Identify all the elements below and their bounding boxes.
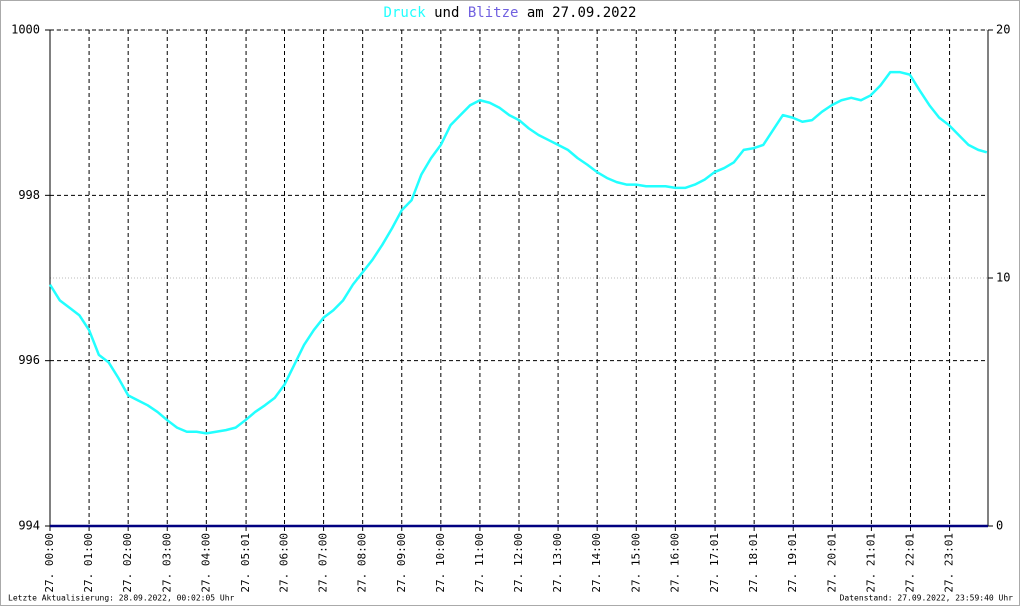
data-line (48, 70, 988, 435)
x-tick-label: 27. 22:01 (903, 533, 916, 593)
title-part: Druck (384, 5, 427, 21)
chart-title: Druck und Blitze am 27.09.2022 (384, 5, 637, 21)
x-tick-label: 27. 02:00 (121, 533, 134, 593)
x-tick-label: 27. 03:00 (160, 533, 173, 593)
y2-tick-label: 10 (996, 271, 1010, 285)
y-tick-label: 998 (18, 188, 40, 202)
y2-tick-label: 0 (996, 519, 1003, 533)
footer-right: Datenstand: 27.09.2022, 23:59:40 Uhr (840, 594, 1014, 603)
x-tick-label: 27. 10:00 (434, 533, 447, 593)
x-tick-label: 27. 20:01 (825, 533, 838, 593)
title-part: am 27.09.2022 (527, 5, 637, 21)
x-tick-label: 27. 11:00 (473, 533, 486, 593)
title-part: und (434, 5, 459, 21)
title-part: Blitze (468, 5, 519, 21)
y2-tick-label: 20 (996, 23, 1010, 37)
y-tick-label: 1000 (11, 23, 40, 37)
x-tick-label: 27. 07:00 (317, 533, 330, 593)
x-tick-label: 27. 17:01 (708, 533, 721, 593)
x-tick-label: 27. 18:01 (747, 533, 760, 593)
x-tick-label: 27. 00:00 (43, 533, 56, 593)
x-tick-label: 27. 01:00 (82, 533, 95, 593)
y-tick-label: 996 (18, 353, 40, 367)
x-tick-label: 27. 13:00 (551, 533, 564, 593)
x-tick-label: 27. 06:00 (278, 533, 291, 593)
footer-left: Letzte Aktualisierung: 28.09.2022, 00:02… (8, 594, 235, 603)
x-tick-label: 27. 09:00 (395, 533, 408, 593)
x-tick-label: 27. 15:00 (629, 533, 642, 593)
x-tick-label: 27. 04:00 (199, 533, 212, 593)
x-tick-label: 27. 21:01 (864, 533, 877, 593)
y-tick-label: 994 (18, 519, 40, 533)
x-tick-label: 27. 19:01 (786, 533, 799, 593)
x-tick-label: 27. 14:00 (590, 533, 603, 593)
x-tick-label: 27. 08:00 (356, 533, 369, 593)
x-tick-label: 27. 05:01 (239, 533, 252, 593)
x-tick-label: 27. 12:00 (512, 533, 525, 593)
x-tick-label: 27. 16:00 (668, 533, 681, 593)
x-tick-label: 27. 23:01 (943, 533, 956, 593)
